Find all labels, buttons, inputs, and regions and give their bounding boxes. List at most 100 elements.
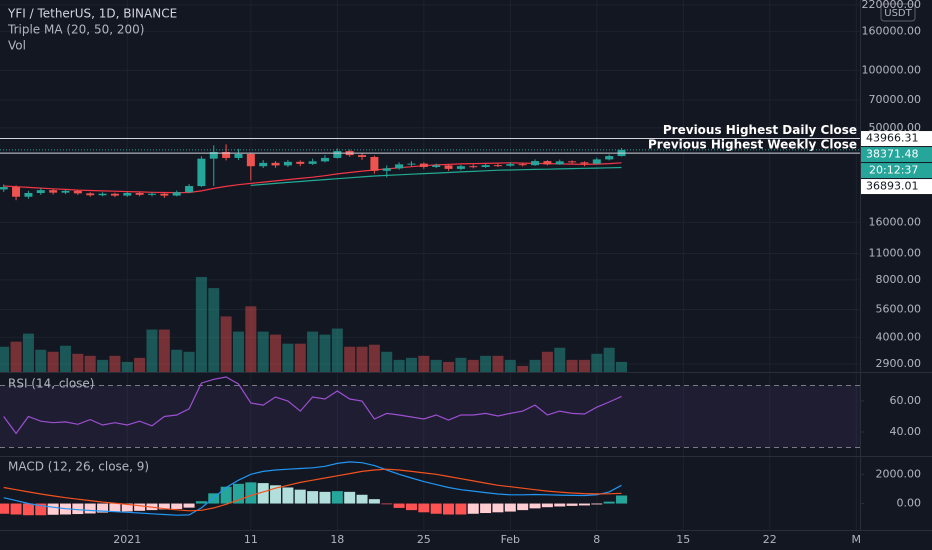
y-tick-label: 2900.00	[876, 357, 922, 370]
volume-bar	[282, 343, 294, 372]
candle-body	[370, 156, 379, 171]
macd-histogram-bar	[467, 503, 479, 514]
grid	[0, 0, 860, 530]
y-tick-label: 70000.00	[869, 93, 922, 106]
candle-body	[333, 151, 342, 158]
macd-histogram-bar	[257, 483, 269, 504]
volume-bar	[84, 355, 96, 372]
x-tick-label: 2021	[113, 533, 141, 546]
volume-bar	[220, 316, 232, 372]
volume-bar	[134, 357, 146, 372]
macd-histogram-bar	[121, 503, 133, 512]
y-tick-label: 8000.00	[876, 273, 922, 286]
volume-bar	[603, 347, 615, 372]
macd-histogram-bar	[319, 491, 331, 504]
macd-histogram-bar	[35, 503, 47, 516]
candle-body	[259, 162, 268, 167]
x-tick-label: 18	[330, 533, 344, 546]
ma-legend: Triple MA (20, 50, 200)	[7, 23, 144, 37]
macd-histogram-bar	[245, 482, 257, 504]
macd-histogram-bar	[517, 503, 529, 511]
volume-bar	[393, 359, 405, 372]
macd-histogram-bar	[47, 503, 59, 515]
y-tick-label: 220000.00	[862, 0, 922, 11]
volume-bar	[381, 351, 393, 372]
volume-bar	[319, 334, 331, 372]
candle-body	[568, 161, 577, 163]
volume-bar	[344, 346, 356, 372]
macd-histogram-bar	[616, 495, 628, 504]
macd-histogram-bar	[294, 489, 306, 504]
y-tick-label: 60.00	[890, 394, 922, 407]
volume-bar	[270, 334, 282, 372]
candle-body	[49, 190, 58, 193]
volume-bar	[480, 355, 492, 372]
macd-histogram-bar	[195, 501, 207, 504]
macd-histogram-bar	[171, 503, 183, 509]
price-axis-value: 43966.31	[866, 132, 919, 145]
candle-body	[592, 159, 601, 164]
x-tick-label: Feb	[501, 533, 520, 546]
candle-body	[123, 193, 132, 196]
volume-bar	[418, 355, 430, 372]
volume-bar	[97, 359, 109, 372]
candle-body	[197, 158, 206, 187]
candle-body	[555, 161, 564, 165]
moving-average	[250, 166, 622, 186]
macd-histogram-bar	[603, 501, 615, 504]
volume-bar	[294, 343, 306, 372]
macd-histogram-bar	[220, 486, 232, 504]
candle-body	[358, 155, 367, 157]
candle-body	[209, 151, 218, 159]
currency-label[interactable]: USDT	[884, 8, 912, 19]
volume-bar	[121, 361, 133, 372]
macd-histogram-bar	[430, 503, 442, 514]
macd-histogram-bar	[270, 485, 282, 504]
volume-bar	[171, 349, 183, 372]
volume-bar	[331, 328, 343, 372]
candle-body	[172, 192, 181, 196]
symbol-title: YFI / TetherUS, 1D, BINANCE	[7, 7, 177, 21]
volume-bar	[245, 306, 257, 372]
volume-bar	[492, 355, 504, 372]
volume-bar	[541, 351, 553, 372]
volume-bar	[109, 355, 121, 372]
macd-histogram-bar	[578, 503, 590, 506]
rsi-legend: RSI (14, close)	[8, 377, 94, 391]
candle-body	[222, 151, 231, 158]
macd-histogram-bar	[591, 503, 603, 505]
x-tick-label: 11	[244, 533, 258, 546]
candle-body	[407, 163, 416, 165]
countdown: 20:12:37	[869, 164, 918, 177]
candle-body	[160, 193, 169, 196]
price-line-label: Previous Highest Weekly Close	[648, 138, 857, 152]
candle-body	[605, 156, 614, 160]
candle-body	[444, 165, 453, 169]
volume-bar	[529, 359, 541, 372]
macd-histogram-bar	[393, 503, 405, 508]
macd-histogram-bar	[97, 503, 109, 513]
volume-bar	[517, 365, 529, 372]
y-tick-label: 16000.00	[869, 215, 922, 228]
candle-body	[432, 165, 441, 167]
y-tick-label: 50000.00	[869, 121, 922, 134]
macd-histogram-bar	[554, 503, 566, 507]
volume-bar	[183, 351, 195, 372]
volume-bar	[591, 353, 603, 372]
candle-body	[395, 164, 404, 169]
macd-histogram-bar	[455, 503, 467, 515]
macd-histogram-bar	[381, 503, 393, 505]
macd-line	[3, 461, 622, 516]
currency-button[interactable]	[880, 3, 916, 22]
volume-bar	[578, 359, 590, 372]
candle-body	[531, 161, 540, 166]
price-axis-box	[861, 163, 932, 179]
macd-histogram-bar	[232, 483, 244, 504]
candle-body	[135, 193, 144, 195]
volume-bar	[195, 277, 207, 372]
macd-histogram-bar	[10, 503, 22, 515]
price-axis-value: 36893.01	[866, 180, 919, 193]
macd-histogram-bar	[22, 503, 34, 516]
macd-line	[3, 468, 622, 512]
